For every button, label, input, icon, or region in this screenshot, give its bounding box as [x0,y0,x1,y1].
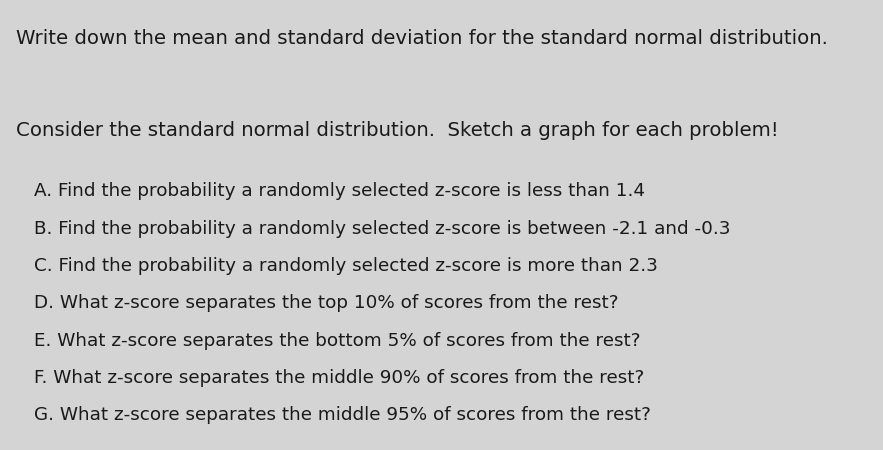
Text: Write down the mean and standard deviation for the standard normal distribution.: Write down the mean and standard deviati… [16,29,827,48]
Text: Consider the standard normal distribution.  Sketch a graph for each problem!: Consider the standard normal distributio… [16,122,779,140]
Text: A. Find the probability a randomly selected z-score is less than 1.4: A. Find the probability a randomly selec… [34,182,645,200]
Text: C. Find the probability a randomly selected z-score is more than 2.3: C. Find the probability a randomly selec… [34,257,658,275]
Text: F. What z-score separates the middle 90% of scores from the rest?: F. What z-score separates the middle 90%… [34,369,644,387]
Text: E. What z-score separates the bottom 5% of scores from the rest?: E. What z-score separates the bottom 5% … [34,332,640,350]
Text: B. Find the probability a randomly selected z-score is between -2.1 and -0.3: B. Find the probability a randomly selec… [34,220,730,238]
Text: G. What z-score separates the middle 95% of scores from the rest?: G. What z-score separates the middle 95%… [34,406,651,424]
Text: D. What z-score separates the top 10% of scores from the rest?: D. What z-score separates the top 10% of… [34,294,618,312]
